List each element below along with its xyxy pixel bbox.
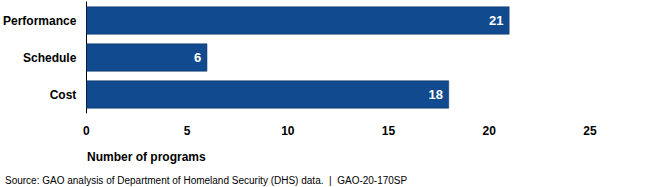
svg-text:0: 0: [83, 124, 90, 138]
svg-text:Number of programs: Number of programs: [87, 150, 206, 164]
svg-text:18: 18: [429, 87, 443, 102]
svg-text:6: 6: [194, 50, 201, 65]
svg-text:10: 10: [281, 124, 295, 138]
svg-text:Performance: Performance: [3, 14, 77, 28]
svg-text:5: 5: [184, 124, 191, 138]
svg-text:21: 21: [489, 13, 503, 28]
svg-text:Schedule: Schedule: [23, 51, 77, 65]
svg-text:Source: GAO analysis of Depart: Source: GAO analysis of Department of Ho…: [5, 175, 408, 186]
svg-text:20: 20: [483, 124, 497, 138]
svg-text:Cost: Cost: [50, 88, 77, 102]
svg-text:15: 15: [382, 124, 396, 138]
svg-text:25: 25: [583, 124, 597, 138]
